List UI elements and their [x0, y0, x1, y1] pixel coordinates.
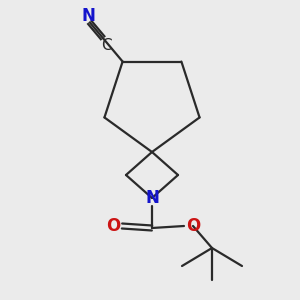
- Text: N: N: [81, 7, 95, 25]
- Text: O: O: [186, 217, 200, 235]
- Text: O: O: [106, 217, 120, 235]
- Text: N: N: [145, 189, 159, 207]
- Text: C: C: [101, 38, 112, 53]
